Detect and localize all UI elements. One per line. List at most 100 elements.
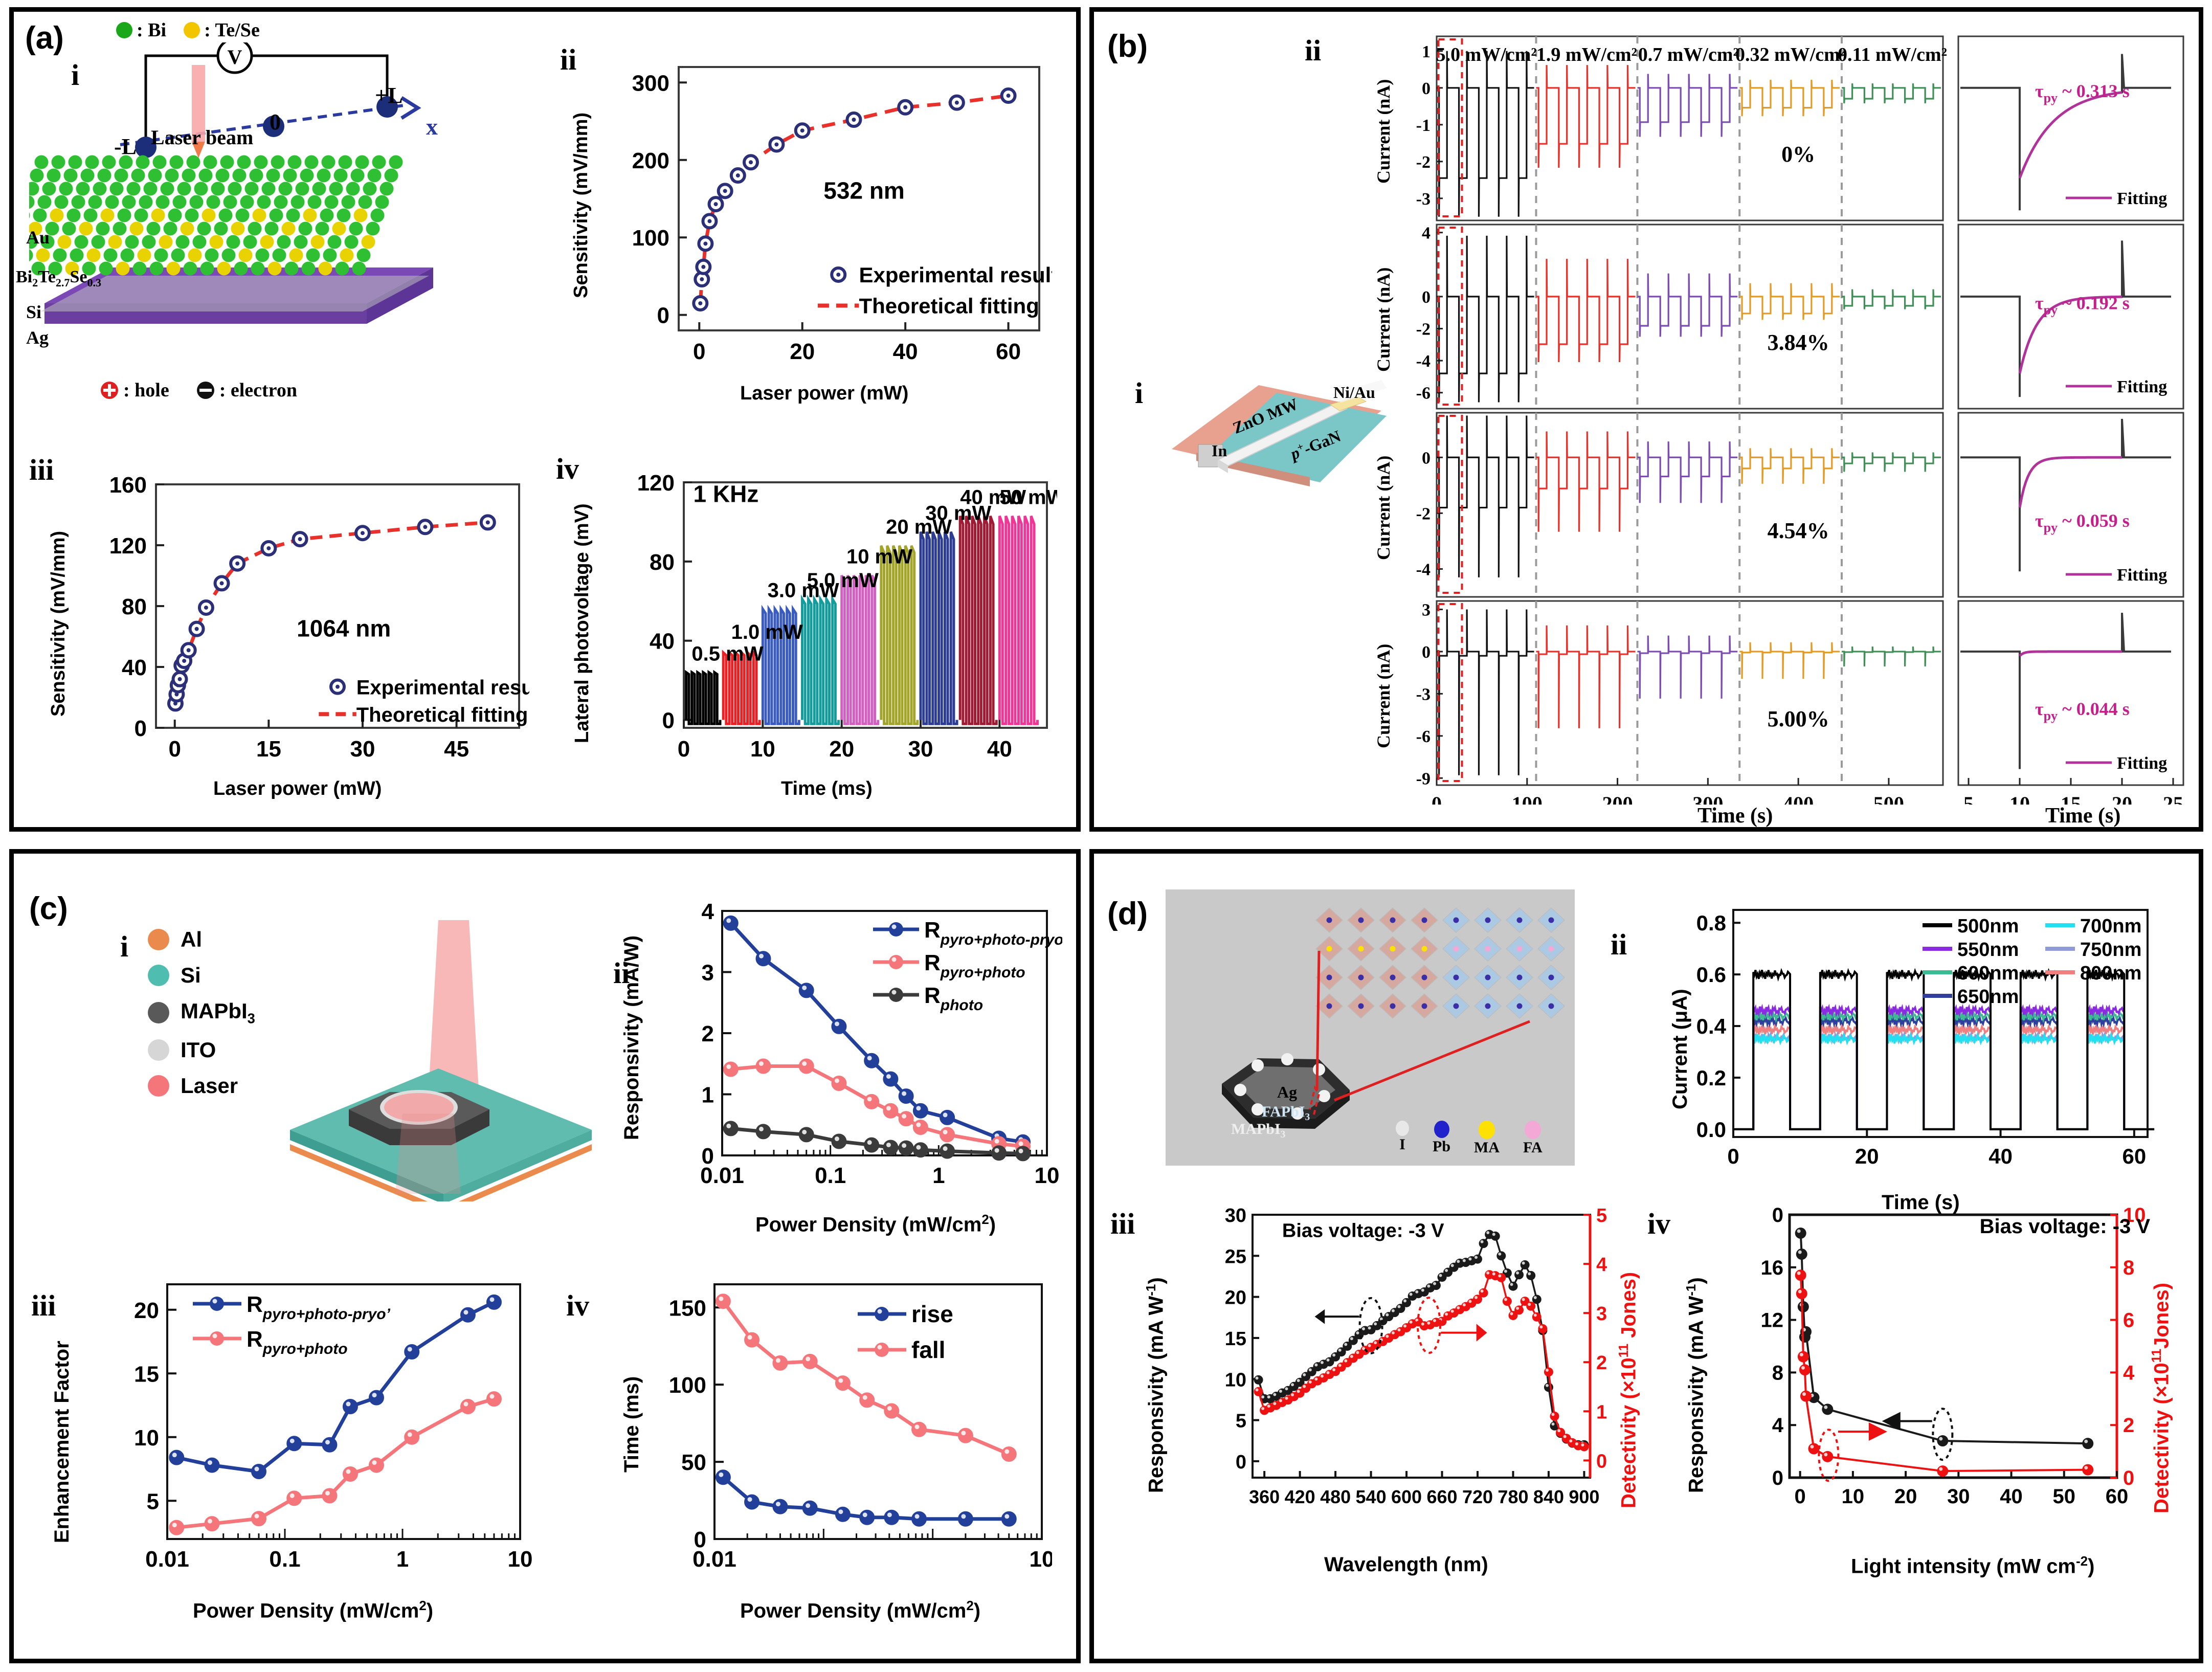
ito-color-icon	[148, 1039, 169, 1061]
svg-text:300: 300	[1692, 792, 1723, 805]
bi-atom-icon	[116, 22, 132, 38]
svg-text:50 mW: 50 mW	[999, 486, 1057, 509]
hole-legend-label: : hole	[123, 380, 169, 401]
panel-d-label-fapbi3: FAPbI3	[1262, 1103, 1310, 1123]
svg-text:-2: -2	[1416, 153, 1431, 172]
tese-legend-label: : Te/Se	[204, 19, 260, 41]
svg-text:0: 0	[657, 303, 669, 328]
svg-text:0.1: 0.1	[815, 1163, 846, 1188]
svg-text:0.5 mW: 0.5 mW	[691, 642, 763, 665]
si-legend-label: Si	[181, 963, 201, 987]
chart-d-ii: 0 20 40 60 0.0 0.2 0.4 0.6 0.8 500nm 550nm 600nm 650…	[1657, 897, 2168, 1183]
svg-text:1: 1	[702, 1083, 714, 1108]
svg-text:1.9 mW/cm²: 1.9 mW/cm²	[1536, 44, 1637, 65]
svg-text:0.11 mW/cm²: 0.11 mW/cm²	[1838, 44, 1947, 65]
svg-text:10: 10	[1030, 1547, 1052, 1572]
svg-text:45: 45	[444, 737, 469, 762]
svg-text:10: 10	[1035, 1163, 1060, 1188]
chart-c-ii-ylabel: Responsivity (mA/W)	[620, 935, 643, 1140]
svg-text:4: 4	[1596, 1254, 1607, 1276]
svg-text:τpy ~ 0.059 s: τpy ~ 0.059 s	[2035, 510, 2130, 535]
svg-text:60: 60	[2122, 1144, 2147, 1168]
svg-text:10: 10	[1225, 1369, 1246, 1391]
contact-zero-label: 0	[270, 109, 281, 135]
svg-text:-3: -3	[1416, 685, 1431, 704]
lead-label: Pb	[1433, 1138, 1451, 1155]
svg-text:30 mW: 30 mW	[925, 502, 991, 525]
ma-atom-icon	[1479, 1121, 1495, 1139]
svg-text:Bias voltage: -3 V: Bias voltage: -3 V	[1282, 1220, 1444, 1241]
stack-label-au: Au	[26, 227, 50, 248]
svg-text:30: 30	[350, 737, 375, 762]
svg-text:10: 10	[2123, 1204, 2146, 1227]
svg-text:3.0 mW: 3.0 mW	[768, 579, 839, 602]
svg-text:0.6: 0.6	[1696, 963, 1726, 987]
svg-text:600: 600	[1391, 1486, 1422, 1507]
panel-b-sub-ii-label: ii	[1305, 34, 1322, 67]
svg-text:-3: -3	[1416, 190, 1431, 209]
chart-c-iv: 0.01 10 0 50 100 150 rise fall	[643, 1273, 1052, 1580]
svg-text:5: 5	[1236, 1411, 1246, 1432]
svg-text:30: 30	[1947, 1485, 1970, 1508]
svg-text:650nm: 650nm	[1957, 986, 2019, 1008]
chart-d-iv-xlabel: Light intensity (mW cm-2)	[1851, 1553, 2095, 1578]
svg-text:80: 80	[122, 594, 147, 619]
svg-text:20: 20	[1225, 1287, 1246, 1309]
svg-text:20: 20	[790, 339, 815, 364]
svg-text:3.84%: 3.84%	[1768, 330, 1829, 355]
svg-text:4.54%: 4.54%	[1768, 518, 1829, 543]
svg-text:840: 840	[1533, 1486, 1564, 1507]
svg-text:40: 40	[122, 655, 147, 680]
svg-text:15: 15	[1225, 1328, 1246, 1350]
chart-a-iv-ylabel: Lateral photovoltage (mV)	[571, 503, 593, 743]
panel-d-sub-iii-label: iii	[1110, 1207, 1135, 1240]
svg-text:4: 4	[1772, 1414, 1784, 1437]
chart-a-ii-xlabel: Laser power (mW)	[740, 383, 909, 404]
svg-text:τpy ~ 0.313 s: τpy ~ 0.313 s	[2035, 81, 2130, 105]
svg-text:20: 20	[1855, 1144, 1879, 1168]
svg-text:Theoretical fitting: Theoretical fitting	[356, 704, 528, 726]
svg-text:750nm: 750nm	[2080, 939, 2141, 961]
chart-c-iii-ylabel: Enhancement Factor	[51, 1341, 73, 1543]
svg-text:0: 0	[1795, 1485, 1806, 1508]
svg-text:0: 0	[1422, 643, 1431, 662]
svg-text:0%: 0%	[1781, 142, 1815, 167]
svg-text:Fitting: Fitting	[2117, 189, 2167, 208]
svg-text:120: 120	[109, 533, 147, 559]
panel-b-label-niau: Ni/Au	[1333, 383, 1375, 402]
svg-text:V: V	[228, 46, 242, 69]
chart-d-iv-ylabel-right: Detectivity (×1011Jones)	[2149, 1282, 2173, 1513]
ito-legend-label: ITO	[181, 1038, 216, 1062]
svg-text:30: 30	[908, 737, 933, 762]
chart-b-ii-xlabel-left: Time (s)	[1697, 804, 1773, 828]
svg-text:0.1: 0.1	[269, 1547, 300, 1572]
panel-d-label-ag: Ag	[1277, 1083, 1298, 1101]
svg-text:25: 25	[2163, 792, 2183, 805]
svg-text:rise: rise	[911, 1301, 953, 1327]
panel-a-sub-ii-label: ii	[560, 43, 577, 76]
svg-text:15: 15	[256, 737, 281, 762]
svg-text:0: 0	[2123, 1467, 2134, 1489]
chart-d-iii-ylabel-left: Responsivity (mA W-1)	[1143, 1277, 1168, 1493]
chart-d-ii-xlabel: Time (s)	[1882, 1191, 1960, 1214]
svg-text:2: 2	[2123, 1414, 2134, 1437]
svg-text:Fitting: Fitting	[2117, 377, 2167, 396]
svg-text:-2: -2	[1416, 320, 1431, 339]
x-axis-arrow-label: x	[426, 114, 438, 140]
svg-text:fall: fall	[911, 1336, 945, 1363]
svg-text:0: 0	[1727, 1144, 1739, 1168]
chart-d-iii-xlabel: Wavelength (nm)	[1324, 1553, 1488, 1576]
svg-text:40: 40	[1988, 1144, 2013, 1168]
panel-d: (d) i Ag FAPbI3 MAPbI3 I Pb	[1089, 849, 2203, 1663]
svg-text:-6: -6	[1416, 727, 1431, 746]
svg-text:Current (nA): Current (nA)	[1373, 267, 1394, 372]
svg-text:0: 0	[1236, 1452, 1246, 1473]
svg-text:400: 400	[1783, 792, 1814, 805]
panel-a-lattice-atoms	[29, 155, 403, 276]
chart-d-iii-ylabel-right: Detectivity (×1011 Jones)	[1616, 1272, 1640, 1508]
svg-text:0.01: 0.01	[692, 1547, 736, 1572]
svg-text:40: 40	[893, 339, 918, 364]
panel-d-label: (d)	[1107, 896, 1148, 931]
panel-a-schematic-legend-top: : Bi : Te/Se	[116, 19, 260, 41]
